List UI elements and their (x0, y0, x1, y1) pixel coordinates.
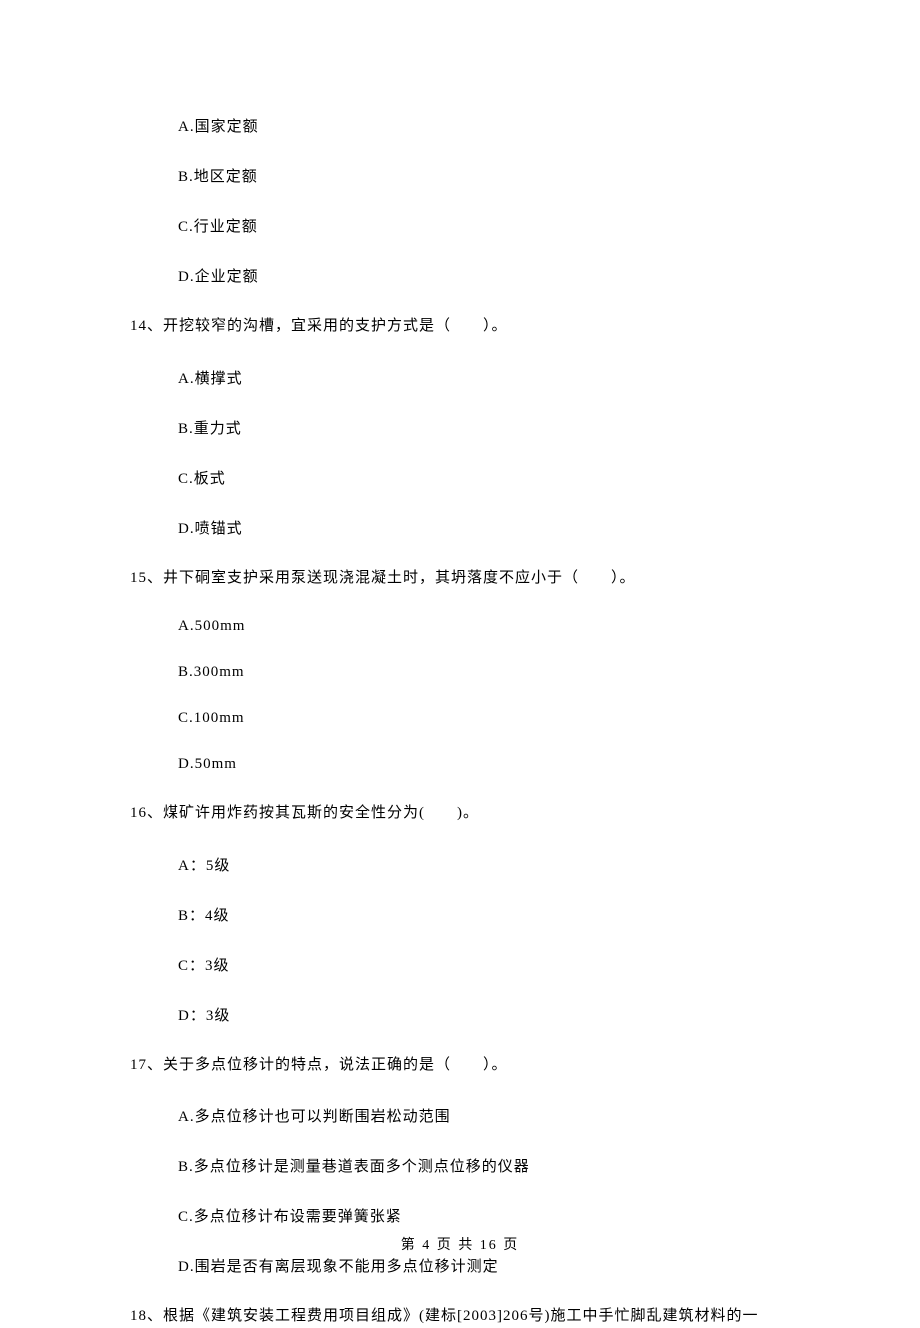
option-d: D.50mm (130, 756, 790, 773)
q16-options: A：5级 B：4级 C：3级 D：3级 (130, 854, 790, 1025)
document-content: A.国家定额 B.地区定额 C.行业定额 D.企业定额 14、开挖较窄的沟槽，宜… (0, 0, 920, 1328)
question-15: 15、井下硐室支护采用泵送现浇混凝土时，其坍落度不应小于（ ）。 (130, 567, 790, 590)
question-14: 14、开挖较窄的沟槽，宜采用的支护方式是（ ）。 (130, 315, 790, 338)
q14-options: A.横撑式 B.重力式 C.板式 D.喷锚式 (130, 367, 790, 538)
page-footer: 第 4 页 共 16 页 (0, 1234, 920, 1254)
option-b: B.地区定额 (130, 165, 790, 186)
option-a: A.国家定额 (130, 115, 790, 136)
option-a: A：5级 (130, 854, 790, 875)
option-b: B：4级 (130, 904, 790, 925)
option-a: A.500mm (130, 618, 790, 635)
option-a: A.多点位移计也可以判断围岩松动范围 (130, 1105, 790, 1126)
option-c: C.多点位移计布设需要弹簧张紧 (130, 1205, 790, 1226)
option-d: D：3级 (130, 1004, 790, 1025)
option-c: C.板式 (130, 467, 790, 488)
question-16: 16、煤矿许用炸药按其瓦斯的安全性分为( )。 (130, 802, 790, 825)
option-c: C：3级 (130, 954, 790, 975)
q15-options: A.500mm B.300mm C.100mm D.50mm (130, 618, 790, 773)
q13-options: A.国家定额 B.地区定额 C.行业定额 D.企业定额 (130, 115, 790, 286)
option-b: B.重力式 (130, 417, 790, 438)
option-d: D.企业定额 (130, 265, 790, 286)
option-d: D.喷锚式 (130, 517, 790, 538)
option-b: B.多点位移计是测量巷道表面多个测点位移的仪器 (130, 1155, 790, 1176)
option-c: C.行业定额 (130, 215, 790, 236)
option-b: B.300mm (130, 664, 790, 681)
option-c: C.100mm (130, 710, 790, 727)
option-d: D.围岩是否有离层现象不能用多点位移计测定 (130, 1255, 790, 1276)
question-18: 18、根据《建筑安装工程费用项目组成》(建标[2003]206号)施工中手忙脚乱… (130, 1305, 790, 1328)
option-a: A.横撑式 (130, 367, 790, 388)
question-17: 17、关于多点位移计的特点，说法正确的是（ ）。 (130, 1054, 790, 1077)
